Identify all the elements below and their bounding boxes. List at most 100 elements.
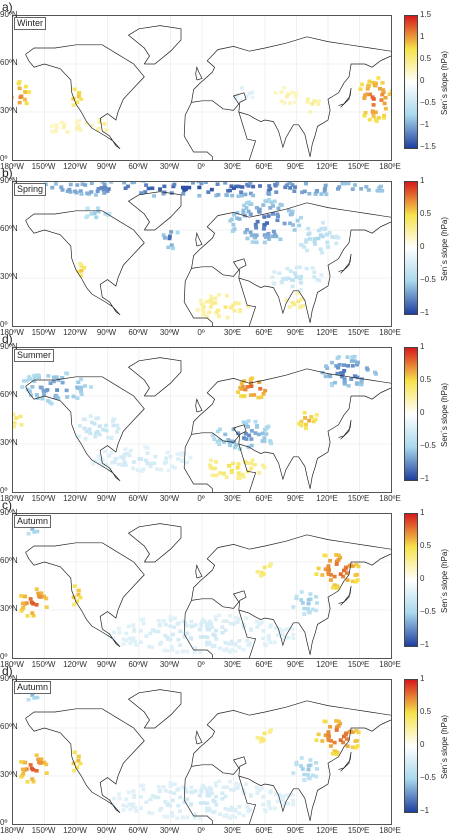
data-cell	[72, 603, 76, 607]
data-cell	[236, 620, 240, 624]
data-cell	[317, 99, 321, 103]
data-cell	[19, 423, 23, 427]
data-cell	[148, 632, 152, 636]
data-cell	[326, 566, 330, 570]
data-cell	[159, 468, 163, 472]
data-cell	[134, 809, 138, 813]
data-cell	[283, 222, 287, 226]
data-cell	[163, 236, 167, 240]
data-cell	[121, 642, 125, 646]
coastline	[184, 102, 212, 160]
data-cell	[175, 650, 179, 654]
data-cell	[337, 355, 341, 359]
data-cell	[98, 424, 102, 428]
data-cell	[244, 421, 248, 425]
data-cell	[237, 645, 241, 649]
data-cell	[207, 641, 211, 645]
data-cell	[164, 460, 168, 464]
data-cell	[324, 364, 328, 368]
colorbar-tick-label: 0.5	[420, 707, 431, 716]
data-cell	[162, 619, 166, 623]
data-cell	[225, 294, 229, 298]
data-cell	[237, 302, 241, 306]
x-tick-label: 30ºE	[224, 162, 241, 171]
data-cell	[35, 769, 39, 773]
data-cell	[217, 442, 221, 446]
data-cell	[335, 728, 339, 732]
data-cell	[170, 814, 174, 818]
data-cell	[168, 455, 172, 459]
season-label: Autumn	[14, 681, 51, 694]
data-cell	[171, 633, 175, 637]
data-cell	[67, 188, 71, 192]
data-cell	[162, 815, 166, 819]
data-cell	[249, 627, 253, 631]
data-cell	[42, 389, 46, 393]
data-cell	[333, 575, 337, 579]
data-cell	[139, 806, 143, 810]
data-cell	[354, 573, 358, 577]
colorbar-tick-label: 0.5	[420, 541, 431, 550]
y-tick-label: 90ºN	[0, 508, 18, 517]
data-cell	[181, 192, 185, 196]
x-tick-label: 90ºE	[287, 660, 304, 669]
data-cell	[158, 187, 162, 191]
colorbar-title: Sen´s slope (hPa)	[440, 549, 449, 613]
data-cell	[366, 368, 370, 372]
data-cell	[285, 183, 289, 187]
data-cell	[245, 228, 249, 232]
data-cell	[273, 807, 277, 811]
data-cell	[301, 601, 305, 605]
data-cell	[209, 295, 213, 299]
y-tick-label: 30ºN	[0, 604, 18, 613]
data-cell	[207, 310, 211, 314]
data-cell	[236, 476, 240, 480]
data-cell	[344, 567, 348, 571]
data-cell	[303, 411, 307, 415]
data-cell	[308, 237, 312, 241]
data-cell	[24, 85, 28, 89]
data-cell	[121, 803, 125, 807]
data-cell	[230, 218, 234, 222]
data-cell	[152, 461, 156, 465]
data-cell	[291, 285, 295, 289]
data-cell	[103, 186, 107, 190]
data-cell	[273, 233, 277, 237]
data-cell	[209, 305, 213, 309]
data-cell	[354, 580, 358, 584]
data-cell	[211, 799, 215, 803]
data-cell	[335, 752, 339, 756]
data-cell	[115, 430, 119, 434]
data-cell	[357, 565, 361, 569]
data-cell	[273, 200, 277, 204]
data-cell	[346, 744, 350, 748]
data-cell	[141, 622, 145, 626]
data-cell	[178, 795, 182, 799]
data-cell	[277, 271, 281, 275]
data-cell	[144, 634, 148, 638]
data-cell	[105, 128, 109, 132]
data-cell	[224, 629, 228, 633]
data-cell	[103, 122, 107, 126]
coastline	[192, 701, 392, 767]
colorbar-tick-label: 1	[420, 508, 424, 517]
data-cell	[234, 809, 238, 813]
data-cell	[372, 103, 376, 107]
data-cell	[279, 90, 283, 94]
data-cell	[262, 436, 266, 440]
data-cell	[164, 457, 168, 461]
data-cell	[247, 210, 251, 214]
data-cell	[282, 86, 286, 90]
data-cell	[77, 91, 81, 95]
data-cell	[189, 636, 193, 640]
data-cell	[342, 369, 346, 373]
data-cell	[251, 96, 255, 100]
data-cell	[123, 453, 127, 457]
data-cell	[272, 281, 276, 285]
data-cell	[263, 566, 267, 570]
data-cell	[211, 811, 215, 815]
x-tick-label: 60ºW	[128, 328, 147, 337]
data-cell	[158, 790, 162, 794]
data-cell	[262, 227, 266, 231]
